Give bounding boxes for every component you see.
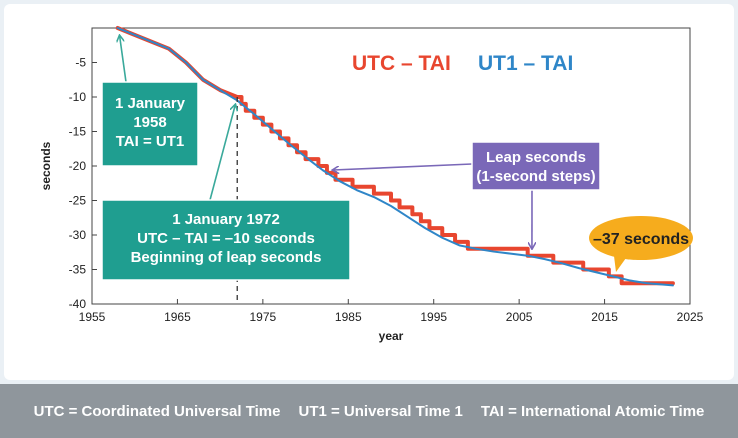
x-tick-label: 1985 — [335, 310, 362, 324]
leap-start-arrow — [209, 105, 235, 201]
x-tick-label: 2015 — [591, 310, 618, 324]
y-tick-label: -10 — [69, 90, 87, 104]
x-tick-label: 1965 — [164, 310, 191, 324]
legend-ut1-tai: UT1 – TAI — [478, 52, 573, 75]
steps-annotation-box — [471, 141, 601, 191]
bubble-tail — [614, 256, 626, 272]
x-tick-label: 1955 — [79, 310, 106, 324]
y-tick-label: -40 — [69, 297, 87, 311]
current-offset-text: –37 seconds — [593, 231, 689, 248]
y-tick-label: -25 — [69, 194, 87, 208]
legend-utc-tai: UTC – TAI — [352, 52, 451, 75]
legend: UTC – TAI UT1 – TAI — [352, 52, 573, 75]
start-annotation-text: TAI = UT1 — [116, 133, 184, 150]
leap-annotation-text: Beginning of leap seconds — [131, 249, 322, 266]
y-tick-label: -15 — [69, 125, 87, 139]
series-layer — [115, 26, 675, 287]
x-tick-label: 2025 — [677, 310, 704, 324]
series-line-ut1-tai — [116, 27, 674, 287]
current-offset-bubble — [589, 216, 693, 260]
axes — [91, 27, 691, 305]
x-tick-label: 1995 — [420, 310, 447, 324]
footer-tai-definition: TAI = International Atomic Time — [480, 402, 705, 420]
x-tick-label: 1975 — [250, 310, 277, 324]
y-tick-label: -20 — [69, 159, 87, 173]
footer-definitions: UTC = Coordinated Universal Time UT1 = U… — [0, 384, 738, 438]
start-arrow — [120, 36, 127, 83]
start-annotation-text: 1 January — [115, 95, 186, 112]
x-axis-label: year — [379, 329, 404, 343]
y-tick-label: -35 — [69, 263, 87, 277]
series-line-utc-tai — [115, 26, 675, 286]
leap-annotation-box — [101, 199, 351, 281]
leap-annotation-text: 1 January 1972 — [172, 211, 280, 228]
y-tick-label: -5 — [75, 56, 86, 70]
footer-utc-definition: UTC = Coordinated Universal Time — [33, 402, 281, 420]
footer-ut1-definition: UT1 = Universal Time 1 — [298, 402, 463, 420]
y-axis-label: seconds — [39, 141, 53, 190]
steps-arrow-left — [333, 163, 473, 170]
steps-annotation-text: (1-second steps) — [476, 168, 595, 185]
steps-annotation-text: Leap seconds — [486, 149, 586, 166]
x-tick-label: 2005 — [506, 310, 533, 324]
start-annotation-box — [101, 81, 199, 167]
y-tick-label: -30 — [69, 228, 87, 242]
plot-panel: -5 -10 -15 -20 -25 -30 -35 -40 1955 1965 1975 1985 1… — [4, 4, 734, 380]
annotation-layer: 1 January 1958 TAI = UT1 1 January 1972 UTC … — [101, 36, 693, 304]
leap-annotation-text: UTC – TAI = –10 seconds — [137, 230, 315, 247]
start-annotation-text: 1958 — [133, 114, 166, 131]
